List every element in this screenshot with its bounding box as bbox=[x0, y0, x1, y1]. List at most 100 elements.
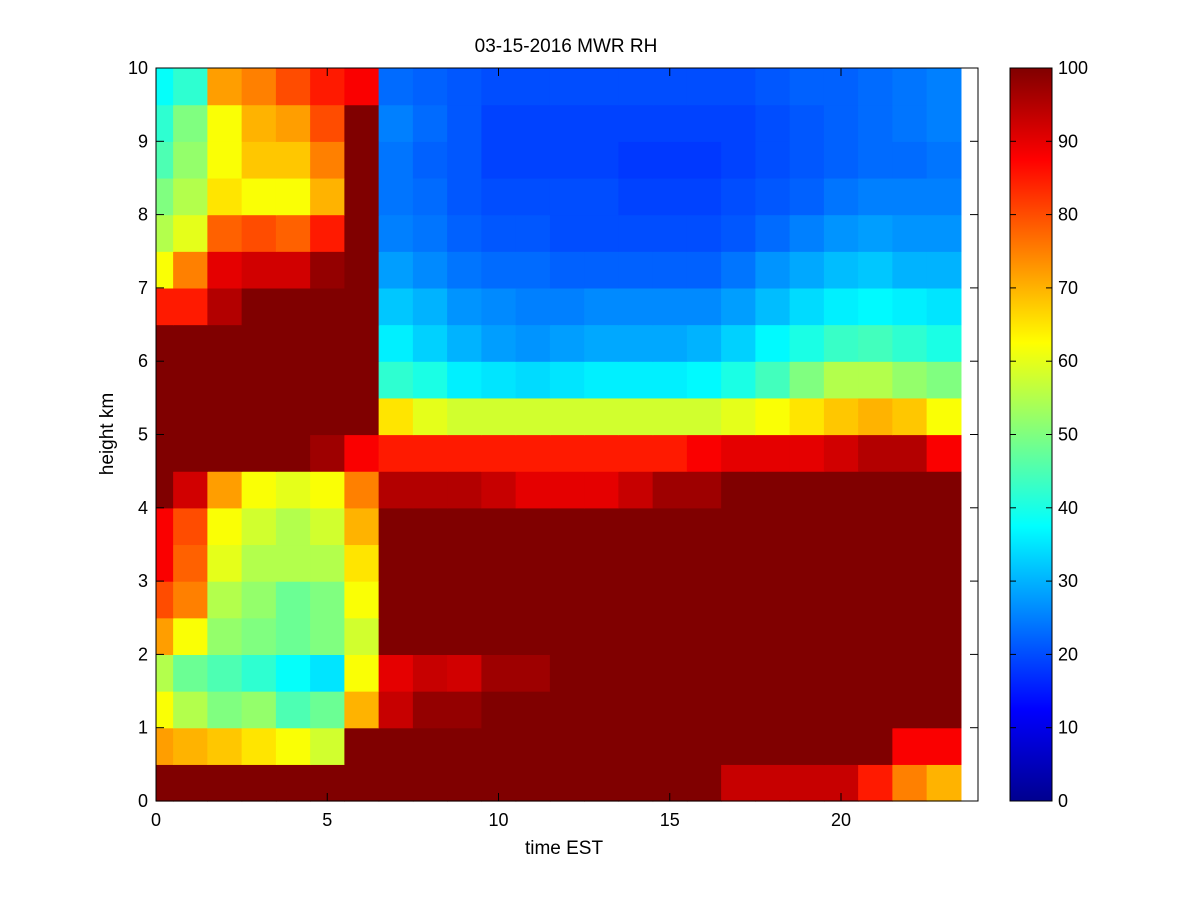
heatmap-cell bbox=[447, 581, 482, 619]
heatmap-cell bbox=[892, 287, 928, 326]
heatmap-cell bbox=[156, 507, 174, 546]
heatmap-cell bbox=[858, 214, 893, 252]
colorbar-tick-label: 70 bbox=[1058, 278, 1078, 298]
heatmap-cell bbox=[823, 177, 859, 216]
heatmap-cell bbox=[207, 68, 243, 106]
y-tick-label: 7 bbox=[138, 278, 148, 298]
heatmap-cell bbox=[447, 68, 482, 106]
heatmap-cell bbox=[447, 324, 482, 362]
heatmap-cell bbox=[241, 617, 277, 655]
heatmap-cell bbox=[173, 471, 208, 509]
heatmap-cell bbox=[378, 434, 414, 472]
heatmap-cell bbox=[241, 177, 277, 216]
heatmap-cell bbox=[515, 104, 551, 142]
heatmap-cell bbox=[652, 141, 688, 179]
heatmap-cell bbox=[584, 324, 619, 362]
heatmap-cell bbox=[652, 324, 688, 362]
heatmap-cell bbox=[584, 361, 619, 399]
heatmap-cell bbox=[823, 507, 859, 546]
heatmap-cell bbox=[549, 104, 585, 142]
x-tick-label: 20 bbox=[831, 810, 851, 830]
heatmap-cell bbox=[926, 544, 962, 582]
heatmap-cell bbox=[515, 471, 551, 509]
heatmap-cell bbox=[173, 324, 208, 362]
heatmap-cell bbox=[584, 544, 619, 582]
heatmap-cell bbox=[755, 68, 791, 106]
heatmap-cell bbox=[686, 617, 722, 655]
heatmap-cell bbox=[686, 471, 722, 509]
heatmap-cell bbox=[207, 617, 243, 655]
heatmap-cell bbox=[447, 361, 482, 399]
x-tick-label: 5 bbox=[322, 810, 332, 830]
heatmap-cell bbox=[721, 141, 756, 179]
heatmap-cell bbox=[481, 287, 517, 326]
heatmap-cell bbox=[789, 434, 825, 472]
heatmap-cell bbox=[412, 251, 448, 289]
heatmap-cell bbox=[686, 68, 722, 106]
heatmap-cell bbox=[412, 324, 448, 362]
heatmap-cell bbox=[755, 214, 791, 252]
heatmap-cell bbox=[344, 617, 380, 655]
heatmap-cell bbox=[481, 654, 517, 692]
heatmap-cell bbox=[275, 214, 311, 252]
heatmap-cell bbox=[652, 617, 688, 655]
heatmap-cell bbox=[515, 691, 551, 729]
heatmap-cell bbox=[275, 141, 311, 179]
heatmap-cell bbox=[275, 324, 311, 362]
heatmap-cell bbox=[721, 544, 756, 582]
heatmap-cell bbox=[515, 287, 551, 326]
y-axis-ticks: 0 1 2 3 4 5 6 7 8 9 10 bbox=[128, 58, 978, 811]
heatmap-cell bbox=[310, 691, 345, 729]
heatmap-cell bbox=[618, 434, 654, 472]
heatmap-cell bbox=[447, 764, 482, 802]
heatmap-cell bbox=[823, 251, 859, 289]
heatmap-cell bbox=[173, 764, 208, 802]
heatmap-cell bbox=[378, 581, 414, 619]
heatmap-cell bbox=[241, 141, 277, 179]
heatmap-cell bbox=[447, 104, 482, 142]
heatmap-cell bbox=[618, 141, 654, 179]
x-tick-label: 15 bbox=[660, 810, 680, 830]
heatmap-cell bbox=[549, 251, 585, 289]
heatmap-cell bbox=[789, 727, 825, 765]
heatmap-cell bbox=[241, 544, 277, 582]
heatmap-cell bbox=[549, 287, 585, 326]
heatmap-cell bbox=[584, 471, 619, 509]
heatmap-cell bbox=[892, 251, 928, 289]
heatmap-cell bbox=[721, 434, 756, 472]
heatmap-cell bbox=[241, 434, 277, 472]
heatmap-cell bbox=[378, 251, 414, 289]
heatmap-cell bbox=[618, 324, 654, 362]
y-axis-label: height km bbox=[97, 393, 118, 475]
heatmap-cell bbox=[241, 471, 277, 509]
heatmap-cell bbox=[173, 691, 208, 729]
heatmap-cell bbox=[275, 104, 311, 142]
heatmap-cell bbox=[310, 104, 345, 142]
heatmap-cell bbox=[892, 397, 928, 436]
colorbar-tick-label: 40 bbox=[1058, 498, 1078, 518]
heatmap-cell bbox=[858, 361, 893, 399]
heatmap-cell bbox=[344, 727, 380, 765]
heatmap-cell bbox=[789, 361, 825, 399]
heatmap-cell bbox=[892, 507, 928, 546]
heatmap-cell bbox=[618, 727, 654, 765]
heatmap-cell bbox=[156, 287, 174, 326]
heatmap-cell bbox=[515, 507, 551, 546]
heatmap-cell bbox=[926, 471, 962, 509]
heatmap-cell bbox=[789, 544, 825, 582]
heatmap-cell bbox=[892, 691, 928, 729]
heatmap-cell bbox=[926, 727, 962, 765]
heatmap-cell bbox=[892, 764, 928, 802]
heatmap-cell bbox=[447, 251, 482, 289]
heatmap-cell bbox=[823, 397, 859, 436]
heatmap-cell bbox=[858, 287, 893, 326]
heatmap-cell bbox=[275, 361, 311, 399]
y-tick-label: 9 bbox=[138, 131, 148, 151]
heatmap-cell bbox=[686, 251, 722, 289]
heatmap-cell bbox=[549, 764, 585, 802]
heatmap-cell bbox=[926, 68, 962, 106]
heatmap-cell bbox=[721, 727, 756, 765]
heatmap-cell bbox=[173, 287, 208, 326]
heatmap-cell bbox=[173, 361, 208, 399]
